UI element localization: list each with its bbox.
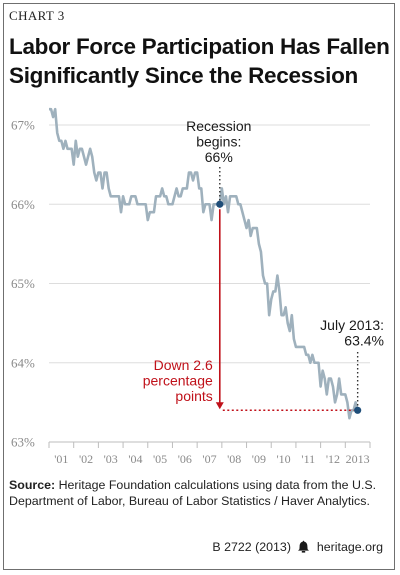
x-tick-label: 2013 xyxy=(346,452,370,466)
source-text: Heritage Foundation calculations using d… xyxy=(9,478,377,508)
chart-title: Labor Force Participation Has Fallen Sig… xyxy=(9,32,390,90)
decline-label: points xyxy=(175,388,212,404)
y-tick-label: 63% xyxy=(11,435,35,450)
source-note: Source: Heritage Foundation calculations… xyxy=(9,477,391,509)
x-tick-label: '03 xyxy=(104,452,118,466)
site-name: heritage.org xyxy=(316,540,383,554)
chart-number: CHART 3 xyxy=(9,8,65,23)
recession-marker xyxy=(216,200,224,208)
x-tick-label: '04 xyxy=(128,452,142,466)
x-tick-label: '01 xyxy=(54,452,68,466)
x-tick-label: '11 xyxy=(301,452,315,466)
footer: B 2722 (2013) heritage.org xyxy=(0,540,383,554)
x-tick-label: '09 xyxy=(252,452,266,466)
x-tick-label: '07 xyxy=(202,452,216,466)
recession-label: Recession xyxy=(186,118,251,134)
chart-title-line-1: Labor Force Participation Has Fallen xyxy=(9,34,390,59)
x-tick-label: '06 xyxy=(178,452,192,466)
x-tick-label: '02 xyxy=(79,452,93,466)
recession-label: begins: xyxy=(196,134,241,150)
chart-title-line-2: Significantly Since the Recession xyxy=(9,63,358,88)
y-tick-label: 66% xyxy=(11,197,35,212)
x-tick-label: '10 xyxy=(276,452,290,466)
decline-label: percentage xyxy=(143,373,213,389)
decline-arrowhead xyxy=(215,402,224,410)
report-id: B 2722 (2013) xyxy=(212,540,291,554)
y-tick-label: 65% xyxy=(11,276,35,291)
source-label: Source: xyxy=(9,478,56,492)
bell-icon xyxy=(297,540,310,554)
x-tick-label: '12 xyxy=(326,452,340,466)
y-tick-label: 67% xyxy=(11,118,35,133)
july-2013-marker xyxy=(354,406,362,414)
y-tick-label: 64% xyxy=(11,355,35,370)
recession-label: 66% xyxy=(205,149,233,165)
x-tick-label: '05 xyxy=(153,452,167,466)
july-2013-label: July 2013: xyxy=(320,317,384,333)
series-line xyxy=(49,107,359,420)
decline-label: Down 2.6 xyxy=(154,357,213,373)
chart-card xyxy=(3,3,395,570)
x-tick-label: '08 xyxy=(227,452,241,466)
july-2013-label: 63.4% xyxy=(344,333,384,349)
